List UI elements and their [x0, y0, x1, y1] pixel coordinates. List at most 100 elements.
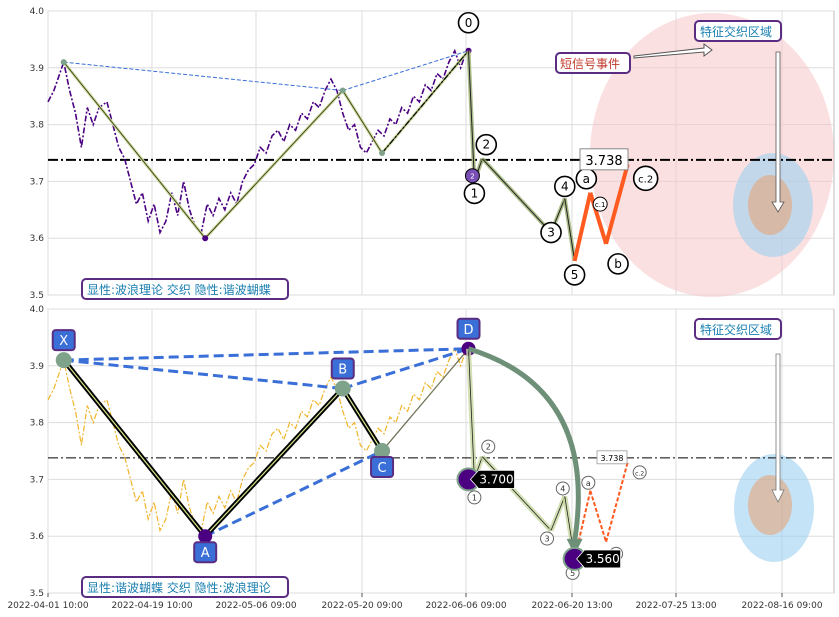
top-y-tick-label: 3.9	[30, 64, 45, 74]
bottom-wave-leg-core	[550, 496, 566, 531]
bottom-y-tick-label: 3.8	[30, 419, 45, 429]
bottom-reference-label: 3.738	[601, 454, 624, 463]
bottom-panel: 3.53.63.73.83.94.012345abc.23.7383.7003.…	[30, 305, 835, 599]
bottom-price-tag-label: 3.700	[479, 472, 513, 486]
bottom-projection-arrow	[467, 346, 581, 542]
x-tick-label: 2022-04-01 10:00	[7, 601, 88, 611]
top-zone-label-box: 特征交织区域	[694, 20, 782, 42]
top-reference-label: 3.738	[585, 154, 622, 169]
x-axis: 2022-04-01 10:00 2022-04-19 10:00 2022-05-…	[7, 593, 823, 611]
top-harmonic-leg-core	[204, 90, 344, 239]
bottom-core-zone	[748, 475, 792, 535]
top-zone-arrow	[633, 43, 713, 59]
top-wave-point-label: b	[614, 257, 622, 271]
bottom-zone-label: 特征交织区域	[700, 322, 772, 337]
top-xb-line	[63, 61, 343, 92]
bottom-y-tick-label: 3.5	[30, 589, 44, 599]
bottom-harmonic-point	[55, 352, 72, 369]
top-core-zone	[748, 175, 792, 235]
top-wave-mini-marker	[464, 168, 480, 184]
bottom-harmonic-label: C	[378, 461, 387, 476]
top-harmonic-point	[202, 235, 209, 242]
bottom-correction-leg	[589, 490, 608, 543]
top-panel-label: 显性:波浪理论 交织 隐性:谐波蝴蝶	[87, 282, 271, 297]
x-tick-label: 2022-08-16 09:00	[741, 601, 822, 611]
event-label: 短信号事件	[560, 57, 620, 71]
bottom-panel-label-box: 显性:谐波蝴蝶 交织 隐性:波浪理论	[81, 576, 289, 598]
top-panel-label-box: 显性:波浪理论 交织 隐性:谐波蝴蝶	[81, 278, 289, 300]
bottom-harmonic-label-box	[193, 541, 218, 564]
top-wave-point-marker	[475, 133, 498, 156]
x-tick-label: 2022-07-25 13:00	[635, 601, 716, 611]
top-y-tick-label: 3.7	[30, 177, 44, 187]
top-wave-point-marker	[540, 221, 562, 244]
top-y-tick-label: 3.6	[30, 234, 45, 244]
top-wave-point-marker	[607, 253, 629, 275]
top-cd-projection	[381, 50, 469, 154]
top-wave-point-marker	[563, 264, 586, 286]
top-wave-point-marker	[553, 175, 576, 198]
top-harmonic-point	[339, 87, 346, 94]
top-wave-leg-core	[468, 50, 475, 182]
top-harmonic-leg-core	[63, 61, 206, 239]
x-tick-label: 2022-04-19 10:00	[111, 601, 192, 611]
bottom-zone-label-box: 特征交织区域	[694, 318, 782, 340]
top-wave-point-label: c.2	[638, 174, 653, 185]
top-wave-point-label: a	[583, 172, 590, 186]
bottom-harmonic-label: B	[338, 363, 347, 378]
top-wave-point-label: 4	[561, 179, 569, 193]
top-correction-leg	[604, 163, 630, 245]
top-wave-point-marker	[457, 11, 480, 34]
bottom-ac-line	[204, 449, 383, 538]
bottom-y-tick-label: 3.9	[30, 362, 45, 372]
bottom-wave-point-label: a	[586, 479, 591, 488]
bottom-harmonic-leg-core	[204, 388, 344, 537]
bottom-xd-line	[63, 347, 469, 362]
top-panel: 3.5 3.6 3.7 3.8 3.9 4.0 0 1 2 3 4 5 a b c.2 c.1 2 3.738	[30, 7, 835, 301]
bottom-reference-label-box	[596, 450, 628, 465]
bottom-price-tag-box	[576, 549, 622, 569]
top-wave-point-label: 1	[471, 186, 479, 200]
top-wave-mini-marker	[592, 196, 608, 212]
bottom-price-tag-label: 3.560	[585, 552, 619, 566]
bottom-wave-leg-core	[481, 456, 552, 531]
bottom-price-series	[47, 347, 470, 533]
top-wave-leg-core	[564, 198, 576, 261]
bottom-wave-point-marker	[581, 475, 596, 490]
bottom-harmonic-leg-core	[342, 388, 383, 452]
top-y-tick-label: 3.8	[30, 121, 45, 131]
x-tick-label: 2022-05-06 09:00	[215, 601, 296, 611]
bottom-bd-line	[342, 347, 469, 390]
bottom-panel-label: 显性:谐波蝴蝶 交织 隐性:波浪理论	[87, 580, 271, 595]
bottom-harmonic-label-box	[51, 329, 76, 352]
bottom-correction-leg	[605, 462, 629, 543]
bottom-harmonic-leg-core	[381, 348, 469, 452]
bottom-wave-point-marker	[632, 465, 647, 480]
top-harmonic-point	[60, 59, 67, 66]
x-tick-label: 2022-06-06 09:00	[425, 601, 506, 611]
top-wave-leg-core	[481, 158, 552, 233]
top-wave-mini-label: c.1	[595, 201, 606, 209]
top-bd-line	[342, 50, 469, 91]
top-zone-label: 特征交织区域	[700, 24, 772, 39]
top-down-arrow	[771, 51, 785, 213]
bottom-y-tick-label: 3.6	[30, 532, 45, 542]
bottom-harmonic-label-box	[330, 357, 355, 380]
bottom-xb-line	[63, 358, 343, 391]
bottom-wave-point-marker	[555, 481, 570, 496]
top-wave-point-label: 3	[547, 226, 555, 240]
bottom-harmonic-label-box	[456, 317, 481, 340]
event-label-box: 短信号事件	[555, 52, 631, 74]
bottom-harmonic-label-box	[370, 456, 395, 478]
bottom-wave-point-label: c.2	[635, 470, 644, 477]
bottom-harmonic-label: X	[59, 334, 68, 349]
bottom-harmonic-point	[198, 529, 213, 544]
bottom-y-tick-label: 3.7	[30, 475, 44, 485]
top-harmonic-leg-core	[342, 90, 383, 154]
bottom-plot-area	[47, 308, 835, 594]
bottom-wave-point-label: 3	[544, 535, 549, 544]
top-harmonic-point	[379, 150, 386, 156]
bottom-wave-point-label: 4	[560, 484, 565, 493]
top-y-tick-label: 4.0	[30, 7, 45, 17]
